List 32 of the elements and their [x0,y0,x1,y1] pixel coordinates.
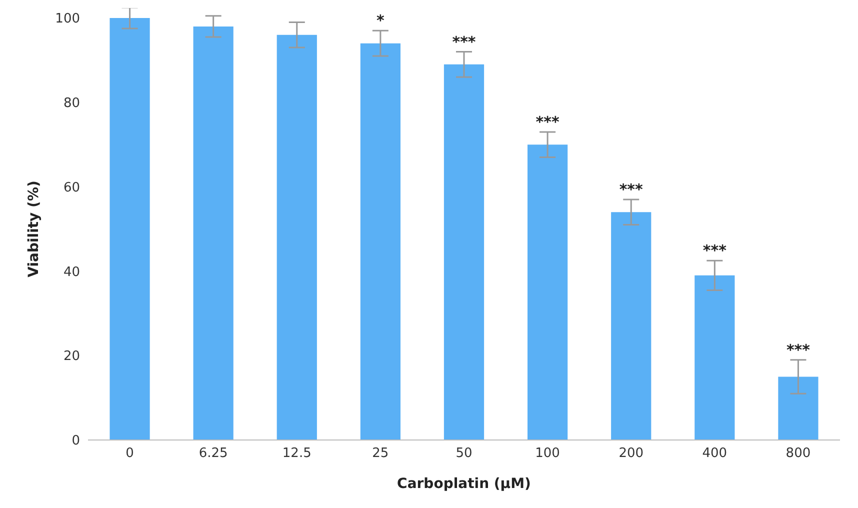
annotation: *** [786,340,810,359]
y-tick-label: 20 [63,349,80,364]
x-tick-label: 400 [702,446,728,462]
y-axis-title: Viability (%) [26,180,42,278]
y-tick-label: 0 [72,434,80,449]
bar [528,144,568,440]
bar [360,43,400,440]
annotation: *** [619,180,644,198]
x-tick-label: 25 [372,446,389,462]
x-tick-label: 200 [618,446,644,462]
bar [444,64,484,440]
y-tick-label: 80 [63,96,80,112]
x-tick-label: 50 [456,446,472,462]
bar [110,18,150,440]
bar [276,34,317,440]
x-tick-label: 12.5 [282,446,312,462]
annotation: *** [452,32,476,51]
annotation: * [376,12,385,30]
annotation: *** [536,112,560,131]
bar [694,275,735,440]
x-axis-title: Carboplatin (μM) [397,476,531,492]
y-tick-label: 100 [55,12,80,27]
bar [778,376,818,440]
y-tick-label: 60 [63,180,80,196]
bar [611,212,652,440]
x-tick-label: 800 [786,446,811,462]
y-tick-label: 40 [63,264,80,280]
x-tick-label: 6.25 [198,446,228,462]
bar [193,26,234,440]
annotation: *** [702,242,727,260]
x-tick-label: 100 [535,446,560,462]
x-tick-label: 0 [126,446,134,462]
